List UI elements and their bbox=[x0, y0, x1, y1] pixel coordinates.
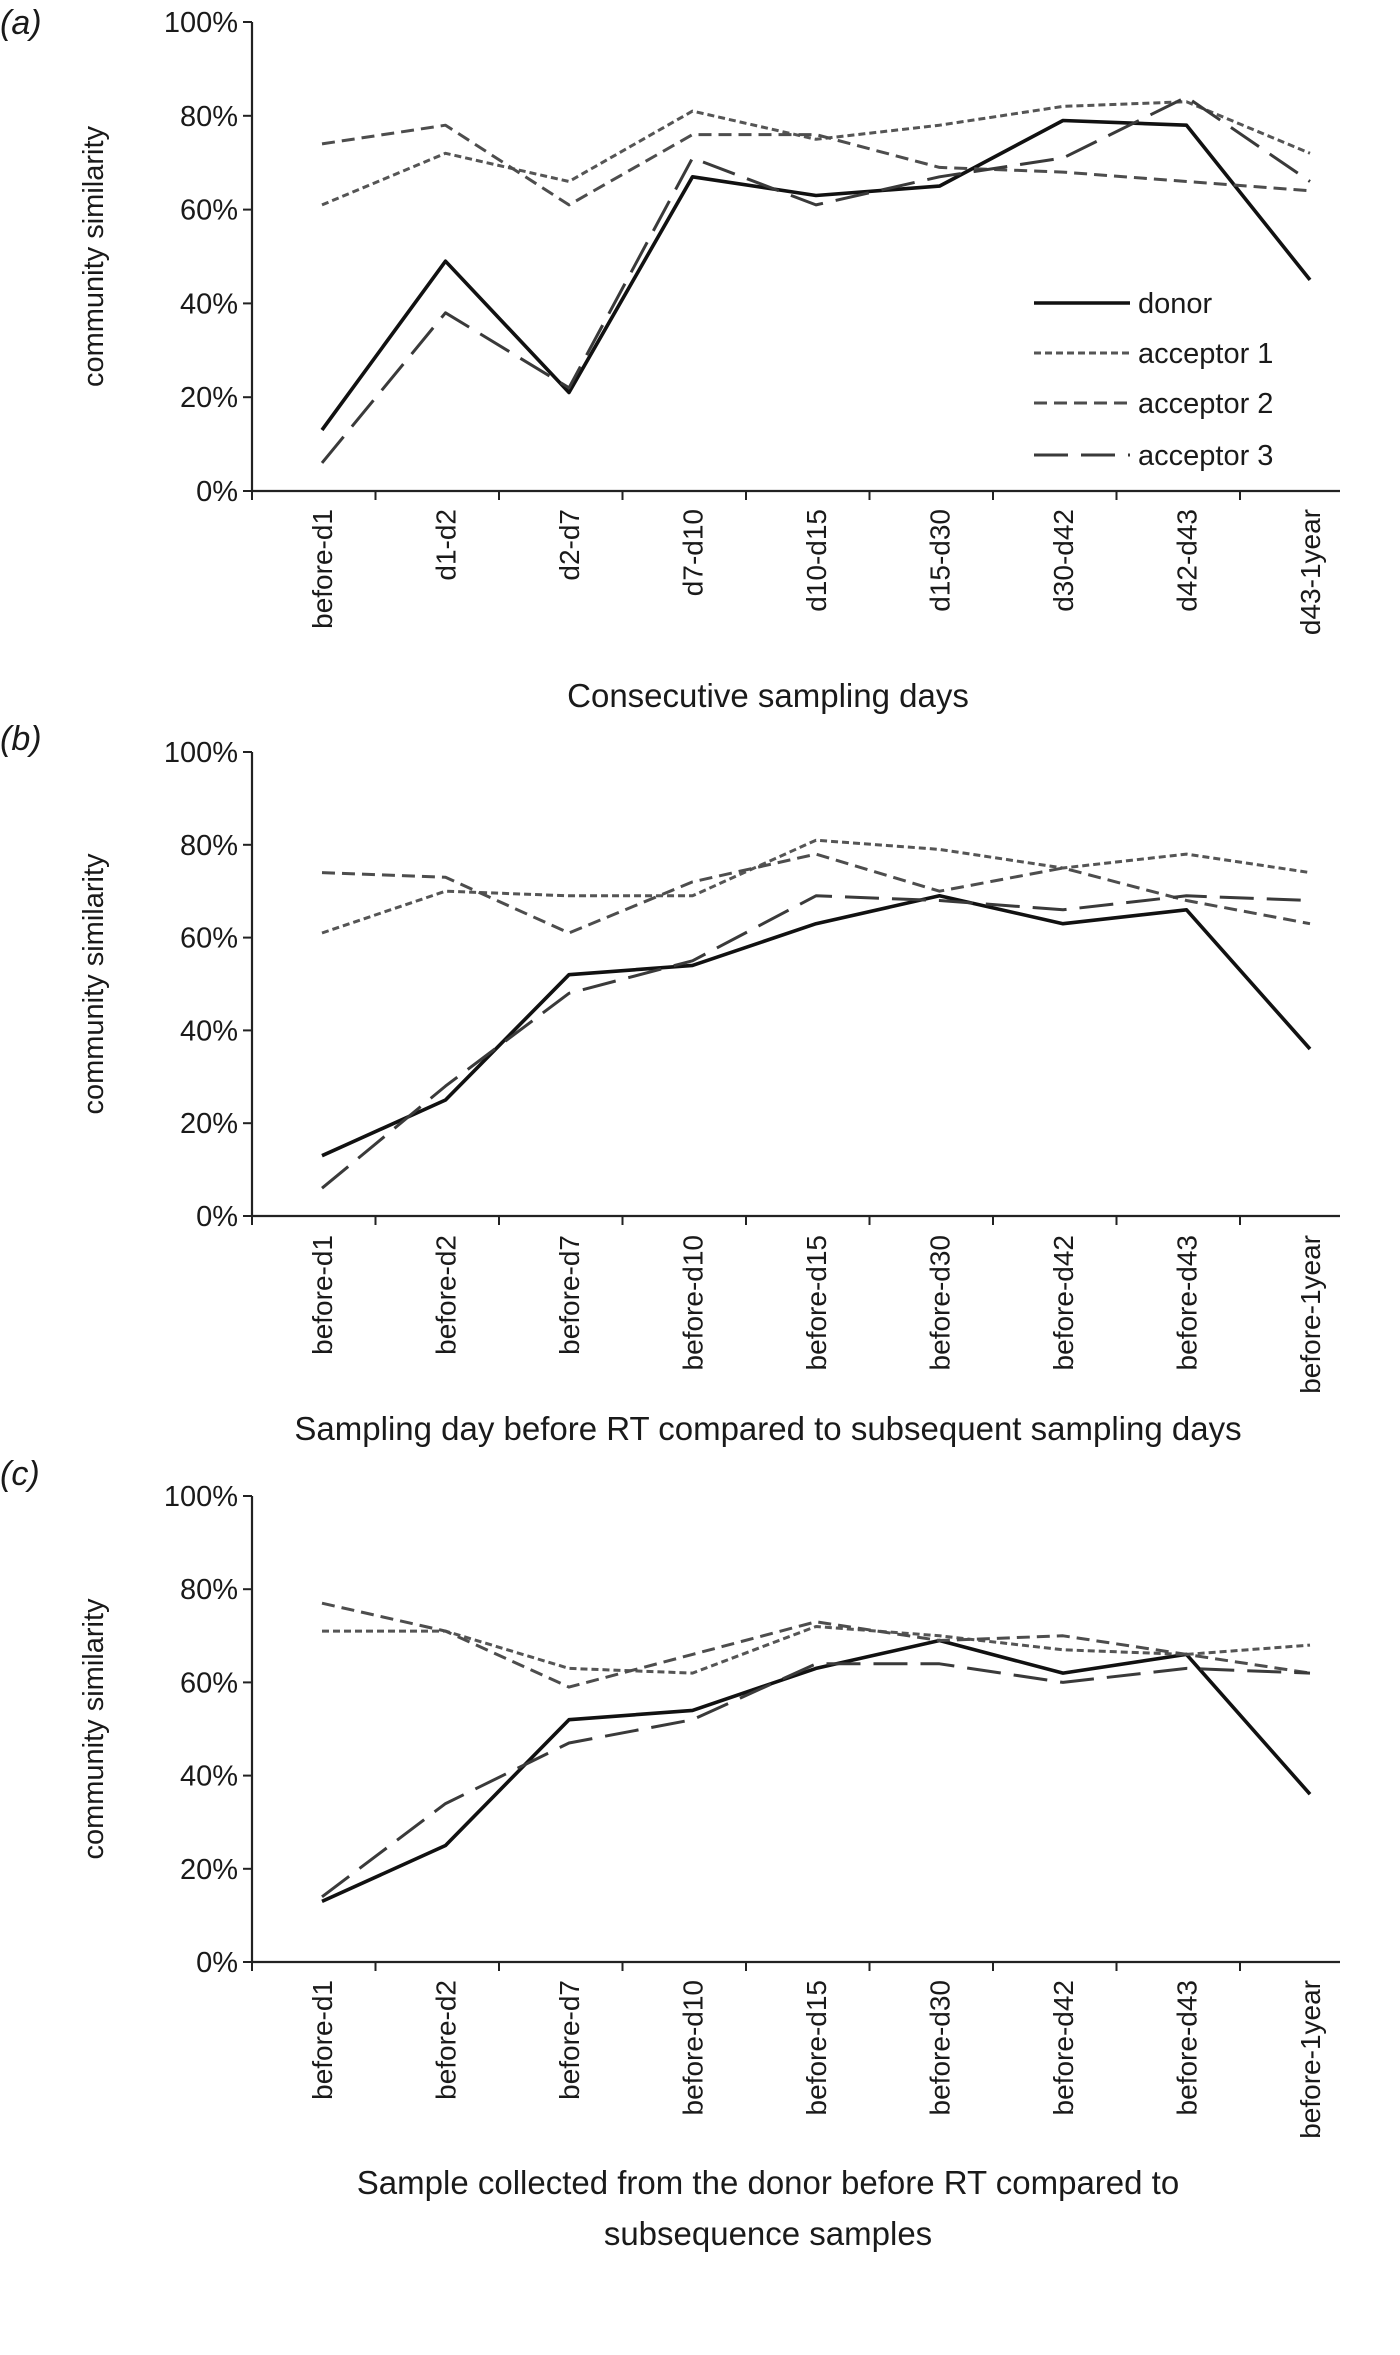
x-tick-label: before-d2 bbox=[431, 1980, 462, 2100]
x-tick-label: d42-d43 bbox=[1172, 509, 1203, 612]
legend-label: acceptor 3 bbox=[1138, 440, 1273, 472]
x-axis-title: Sample collected from the donor before R… bbox=[357, 2164, 1179, 2201]
x-tick-label: before-d30 bbox=[925, 1235, 956, 1370]
series-line-donor bbox=[321, 1638, 1312, 1904]
panel-label: (b) bbox=[0, 720, 42, 758]
y-tick-label: 60% bbox=[180, 923, 238, 955]
series-line-donor bbox=[320, 118, 1312, 432]
x-tick-label: d2-d7 bbox=[554, 509, 585, 581]
x-tick-label: before-d1 bbox=[307, 509, 338, 629]
panel-b: (b) community similarity 0% 20% 40% 60% 80% 100… bbox=[0, 720, 1340, 1447]
x-tick-label: d7-d10 bbox=[678, 509, 709, 596]
x-tick-label: before-1year bbox=[1295, 1235, 1326, 1394]
x-tick-label: before-d1 bbox=[307, 1980, 338, 2100]
y-tick-label: 0% bbox=[196, 476, 238, 508]
x-axis-title: Consecutive sampling days bbox=[567, 677, 969, 714]
series-line-acceptor-2 bbox=[321, 852, 1311, 935]
y-tick-label: 60% bbox=[180, 1667, 238, 1699]
x-axis-title: subsequence samples bbox=[604, 2215, 932, 2252]
series-line-acceptor-1 bbox=[321, 100, 1311, 207]
y-tick-label: 0% bbox=[196, 1947, 238, 1979]
x-tick-label: before-d15 bbox=[801, 1980, 832, 2115]
y-tick-label: 20% bbox=[180, 1108, 238, 1140]
legend-label: donor bbox=[1138, 288, 1213, 320]
x-tick-label: before-1year bbox=[1295, 1980, 1326, 2139]
series-line-acceptor-2 bbox=[321, 1601, 1311, 1689]
y-tick-label: 40% bbox=[180, 288, 238, 320]
series-line-acceptor-3 bbox=[321, 894, 1311, 1190]
x-tick-label: before-d43 bbox=[1172, 1235, 1203, 1370]
y-tick-label: 80% bbox=[180, 101, 238, 133]
x-tick-label: d30-d42 bbox=[1048, 509, 1079, 612]
x-tick-label: before-d43 bbox=[1172, 1980, 1203, 2115]
series-line-acceptor-3 bbox=[321, 1662, 1311, 1898]
y-tick-label: 100% bbox=[164, 7, 238, 39]
y-tick-label: 20% bbox=[180, 1854, 238, 1886]
y-tick-label: 40% bbox=[180, 1761, 238, 1793]
y-tick-label: 20% bbox=[180, 382, 238, 414]
y-tick-label: 100% bbox=[164, 737, 238, 769]
y-tick-label: 80% bbox=[180, 1574, 238, 1606]
x-tick-label: before-d7 bbox=[554, 1980, 585, 2100]
x-tick-label: before-d10 bbox=[678, 1980, 709, 2115]
series-line-donor bbox=[321, 893, 1312, 1158]
x-tick-label: d10-d15 bbox=[801, 509, 832, 612]
x-tick-label: d43-1year bbox=[1295, 509, 1326, 635]
panel-a: (a) community similarity 0% 20% 40% 60% 80% 100… bbox=[0, 4, 1340, 714]
x-tick-label: before-d42 bbox=[1048, 1980, 1079, 2115]
x-tick-label: before-d10 bbox=[678, 1235, 709, 1370]
y-tick-label: 40% bbox=[180, 1015, 238, 1047]
legend-label: acceptor 2 bbox=[1138, 388, 1273, 420]
y-axis-label: community similarity bbox=[78, 125, 110, 387]
x-tick-label: before-d7 bbox=[554, 1235, 585, 1355]
panel-c: (c) community similarity 0% 20% 40% 60% 80% 100… bbox=[0, 1455, 1340, 2252]
panel-label: (c) bbox=[0, 1455, 40, 1493]
series-line-acceptor-1 bbox=[321, 838, 1311, 935]
series-line-acceptor-2 bbox=[321, 123, 1311, 207]
y-axis-label: community similarity bbox=[78, 853, 110, 1115]
x-tick-label: before-d1 bbox=[307, 1235, 338, 1355]
y-tick-label: 0% bbox=[196, 1201, 238, 1233]
x-tick-label: before-d42 bbox=[1048, 1235, 1079, 1370]
x-axis-title: Sampling day before RT compared to subse… bbox=[294, 1410, 1241, 1447]
y-tick-label: 60% bbox=[180, 195, 238, 227]
x-tick-label: before-d15 bbox=[801, 1235, 832, 1370]
series-line-acceptor-3 bbox=[320, 95, 1311, 464]
x-tick-label: d15-d30 bbox=[925, 509, 956, 612]
x-tick-label: before-d30 bbox=[925, 1980, 956, 2115]
x-tick-label: d1-d2 bbox=[431, 509, 462, 581]
panel-label: (a) bbox=[0, 4, 42, 42]
legend-label: acceptor 1 bbox=[1138, 338, 1273, 370]
legend: donor acceptor 1 acceptor 2 acceptor 3 bbox=[1034, 288, 1273, 472]
series-line-acceptor-1 bbox=[322, 1625, 1311, 1675]
x-tick-label: before-d2 bbox=[431, 1235, 462, 1355]
y-tick-label: 80% bbox=[180, 830, 238, 862]
y-axis-label: community similarity bbox=[78, 1598, 110, 1860]
y-tick-label: 100% bbox=[164, 1481, 238, 1513]
